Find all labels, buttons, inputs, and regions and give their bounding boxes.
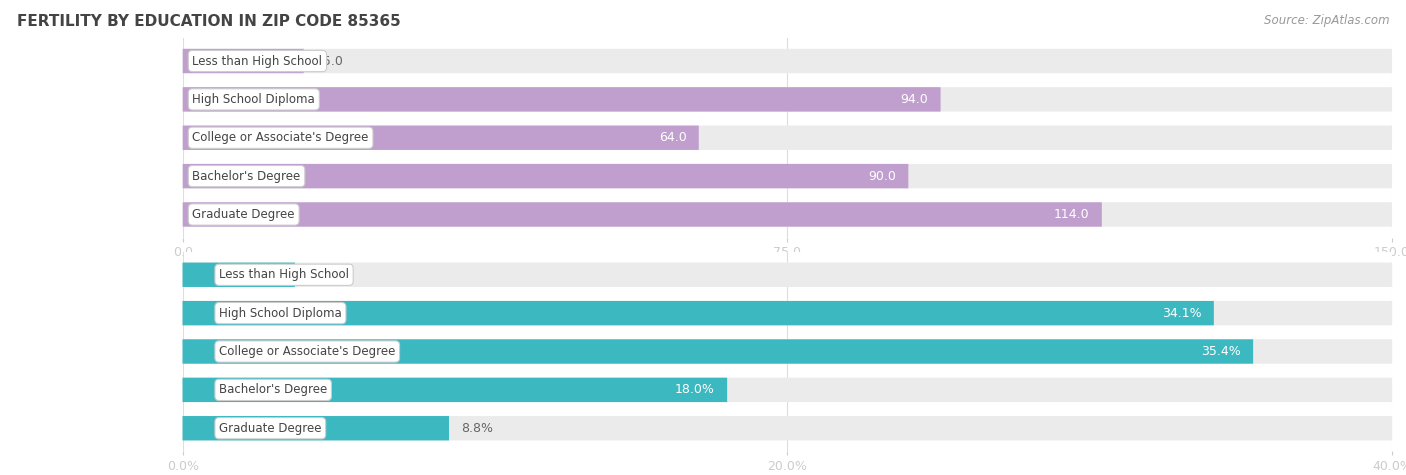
FancyBboxPatch shape <box>183 49 1392 73</box>
FancyBboxPatch shape <box>183 202 1392 227</box>
FancyBboxPatch shape <box>183 378 727 402</box>
Text: High School Diploma: High School Diploma <box>193 93 315 106</box>
FancyBboxPatch shape <box>183 378 1392 402</box>
FancyBboxPatch shape <box>183 125 1392 150</box>
Text: High School Diploma: High School Diploma <box>219 307 342 320</box>
FancyBboxPatch shape <box>183 416 449 440</box>
Text: 94.0: 94.0 <box>901 93 928 106</box>
FancyBboxPatch shape <box>183 339 1392 364</box>
FancyBboxPatch shape <box>183 416 1392 440</box>
FancyBboxPatch shape <box>183 87 1392 112</box>
FancyBboxPatch shape <box>183 87 941 112</box>
FancyBboxPatch shape <box>183 164 1392 188</box>
FancyBboxPatch shape <box>183 301 1213 325</box>
Text: 8.8%: 8.8% <box>461 422 494 435</box>
Text: Bachelor's Degree: Bachelor's Degree <box>219 383 328 396</box>
Text: FERTILITY BY EDUCATION IN ZIP CODE 85365: FERTILITY BY EDUCATION IN ZIP CODE 85365 <box>17 14 401 29</box>
Text: Graduate Degree: Graduate Degree <box>193 208 295 221</box>
Text: Less than High School: Less than High School <box>219 268 349 281</box>
Text: 18.0%: 18.0% <box>675 383 714 396</box>
Text: 15.0: 15.0 <box>316 55 343 67</box>
Text: Graduate Degree: Graduate Degree <box>219 422 322 435</box>
FancyBboxPatch shape <box>183 301 1392 325</box>
FancyBboxPatch shape <box>183 164 908 188</box>
FancyBboxPatch shape <box>183 125 699 150</box>
Text: College or Associate's Degree: College or Associate's Degree <box>193 131 368 144</box>
Text: 35.4%: 35.4% <box>1201 345 1241 358</box>
Text: Bachelor's Degree: Bachelor's Degree <box>193 170 301 182</box>
Text: 34.1%: 34.1% <box>1161 307 1202 320</box>
Text: Less than High School: Less than High School <box>193 55 322 67</box>
Text: 64.0: 64.0 <box>659 131 686 144</box>
Text: College or Associate's Degree: College or Associate's Degree <box>219 345 395 358</box>
FancyBboxPatch shape <box>183 202 1102 227</box>
FancyBboxPatch shape <box>183 339 1253 364</box>
Text: 3.7%: 3.7% <box>307 268 339 281</box>
Text: Source: ZipAtlas.com: Source: ZipAtlas.com <box>1264 14 1389 27</box>
FancyBboxPatch shape <box>183 49 304 73</box>
FancyBboxPatch shape <box>183 263 295 287</box>
Text: 114.0: 114.0 <box>1054 208 1090 221</box>
Text: 90.0: 90.0 <box>869 170 896 182</box>
FancyBboxPatch shape <box>183 263 1392 287</box>
